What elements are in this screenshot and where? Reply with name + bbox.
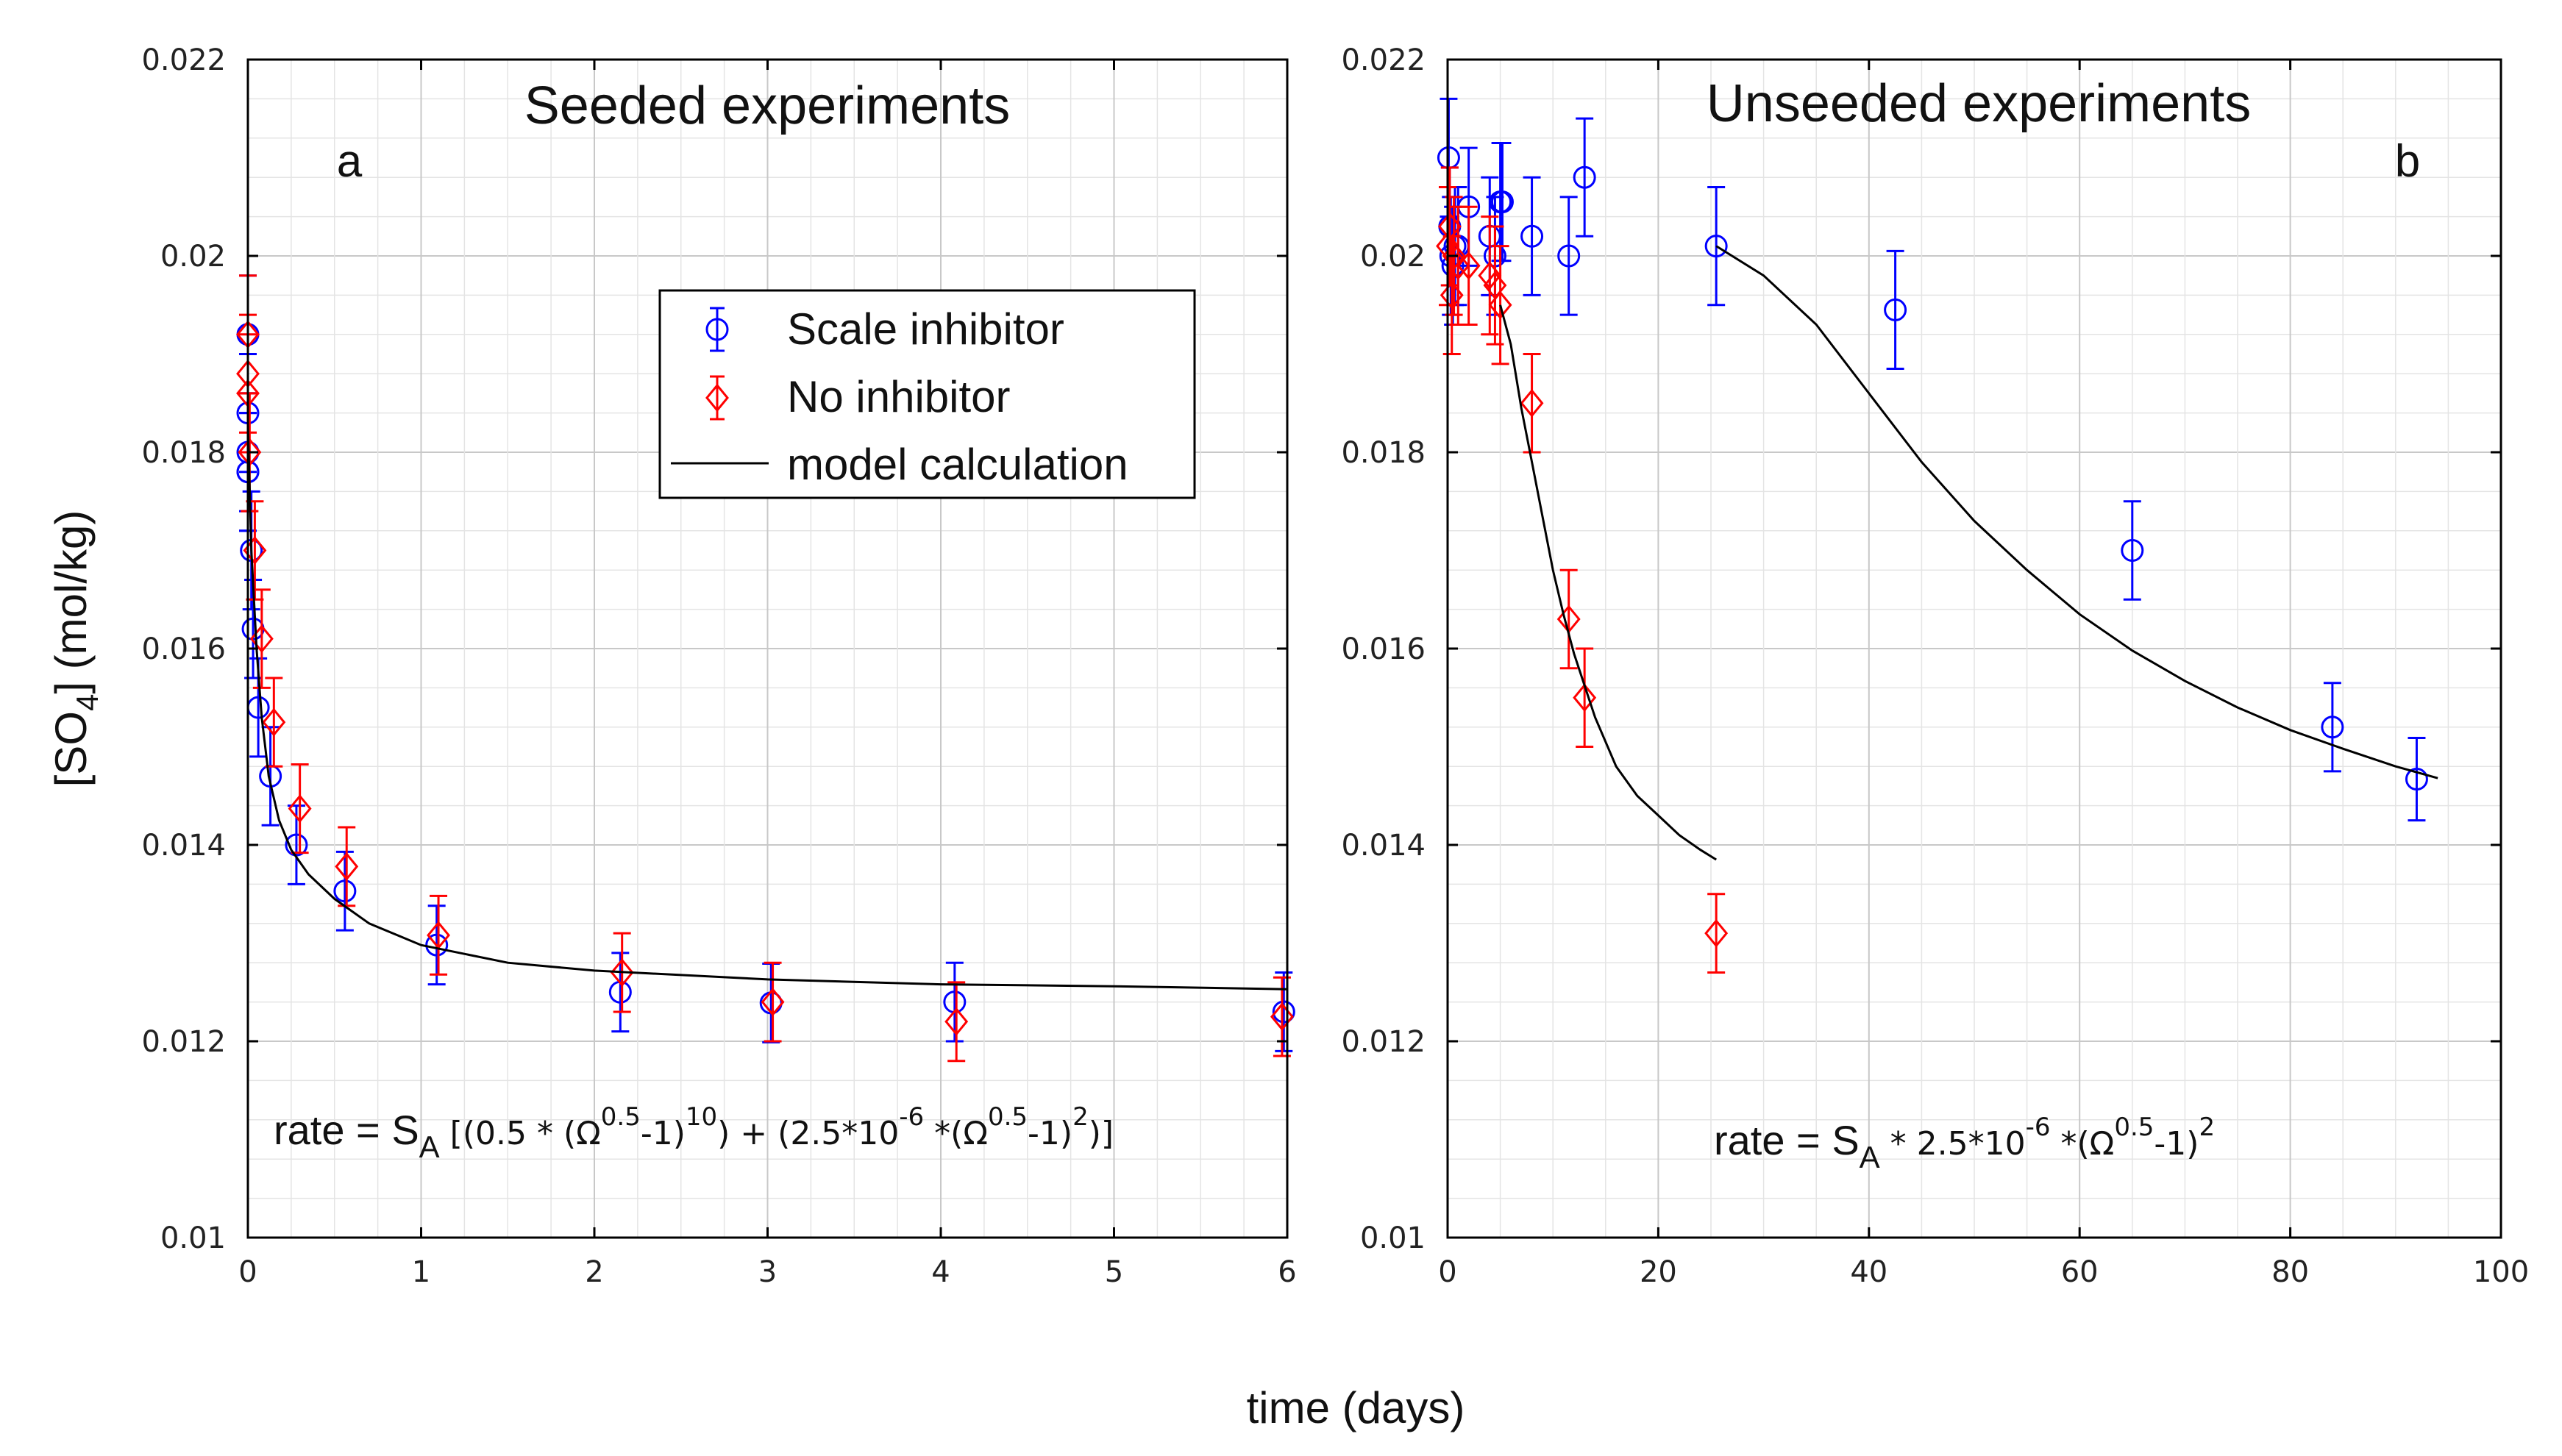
circle-marker xyxy=(285,833,308,857)
panel-b-label: b xyxy=(2395,136,2420,187)
circle-marker xyxy=(1704,235,1728,258)
panel-b-title: Unseeded experiments xyxy=(1707,74,2251,133)
panel-a-rate-formula: rate = SA [(0.5 * (Ω0.5-1)10) + (2.5*10-… xyxy=(274,1102,1114,1164)
diamond-marker xyxy=(944,1007,969,1036)
legend-diamond-marker xyxy=(705,383,729,413)
model-calculation-line xyxy=(1715,245,2438,779)
scale-inhibitor-point xyxy=(608,952,632,1033)
no-inhibitor-point xyxy=(944,981,969,1063)
model-calculation-line xyxy=(1499,304,1717,861)
panel-a-seeded: 0 1 2 3 4 5 6 0.01 0.012 0.014 0.016 0.018 0.02 0.02… xyxy=(141,43,1296,1289)
y-tick-label: 0.022 xyxy=(1341,43,1426,77)
y-tick-label: 0.012 xyxy=(141,1025,226,1059)
x-tick-label: 6 xyxy=(1278,1255,1296,1289)
circle-marker xyxy=(1557,244,1581,268)
diamond-marker xyxy=(1488,290,1512,320)
legend: Scale inhibitor No inhibitor model calcu… xyxy=(658,289,1196,499)
scale-inhibitor-point xyxy=(1490,141,1514,263)
legend-item-no-inhibitor: No inhibitor xyxy=(705,372,1011,421)
scale-inhibitor-point xyxy=(333,850,357,932)
diamond-marker xyxy=(288,794,312,823)
x-tick-label: 2 xyxy=(585,1255,603,1289)
no-inhibitor-point xyxy=(1520,353,1544,454)
y-tick-label: 0.01 xyxy=(1360,1221,1426,1255)
legend-item-scale-inhibitor: Scale inhibitor xyxy=(705,304,1064,354)
no-inhibitor-point xyxy=(1573,647,1597,748)
circle-marker xyxy=(2321,715,2344,739)
y-tick-label: 0.02 xyxy=(160,240,226,274)
x-tick-label: 20 xyxy=(1640,1255,1677,1289)
scale-inhibitor-point xyxy=(1704,186,1728,307)
circle-marker xyxy=(1884,298,1907,321)
no-inhibitor-point xyxy=(1478,215,1502,336)
panel-b-rate-formula: rate = SA * 2.5*10-6 *(Ω0.5-1)2 xyxy=(1714,1113,2215,1174)
scale-inhibitor-point xyxy=(1884,249,1907,371)
x-tick-label: 0 xyxy=(238,1255,257,1289)
x-axis-label: time (days) xyxy=(1247,1383,1465,1432)
no-inhibitor-point xyxy=(1456,205,1481,326)
x-tick-label: 0 xyxy=(1438,1255,1456,1289)
panel-a-title: Seeded experiments xyxy=(524,76,1010,135)
diamond-marker xyxy=(1704,918,1729,948)
diamond-marker xyxy=(610,958,634,987)
y-tick-label: 0.018 xyxy=(1341,436,1426,470)
y-tick-label: 0.022 xyxy=(141,43,226,77)
panel-b-unseeded: 0 20 40 60 80 100 0.01 0.012 0.014 0.016 0.018 0.0… xyxy=(1341,43,2529,1289)
diamond-marker xyxy=(1573,683,1597,713)
circle-marker xyxy=(2405,768,2428,791)
no-inhibitor-point xyxy=(1704,893,1729,974)
x-tick-label: 4 xyxy=(931,1255,950,1289)
diamond-marker xyxy=(262,707,286,737)
scale-inhibitor-point xyxy=(1557,196,1581,316)
panel-a-label: a xyxy=(337,136,363,187)
diamond-marker xyxy=(761,988,785,1016)
x-tick-label: 60 xyxy=(2061,1255,2099,1289)
x-tick-label: 80 xyxy=(2271,1255,2309,1289)
scale-inhibitor-point xyxy=(2405,736,2428,822)
circle-marker xyxy=(1272,1000,1295,1024)
diamond-marker xyxy=(1437,212,1462,241)
diamond-marker xyxy=(1520,388,1544,418)
legend-label-no-inhibitor: No inhibitor xyxy=(787,372,1011,421)
y-axis-label: [SO4] (mol/kg) xyxy=(46,510,104,788)
x-tick-label: 40 xyxy=(1850,1255,1887,1289)
y-tick-label: 0.014 xyxy=(141,829,226,863)
diamond-marker xyxy=(1478,261,1502,290)
diamond-marker xyxy=(1270,1002,1294,1031)
legend-circle-marker xyxy=(705,318,729,341)
circle-marker xyxy=(2121,539,2144,562)
circle-marker xyxy=(1573,165,1596,189)
y-tick-label: 0.012 xyxy=(1341,1025,1426,1059)
legend-label-scale-inhibitor: Scale inhibitor xyxy=(787,304,1064,354)
diamond-marker xyxy=(1446,251,1470,280)
circle-marker xyxy=(1490,190,1514,214)
no-inhibitor-point xyxy=(335,826,359,907)
y-tick-label: 0.02 xyxy=(1360,240,1426,274)
diamond-marker xyxy=(335,852,359,881)
y-tick-label: 0.016 xyxy=(1341,632,1426,666)
y-tick-label: 0.016 xyxy=(141,632,226,666)
diamond-marker xyxy=(1456,251,1481,280)
no-inhibitor-point xyxy=(1437,166,1462,287)
y-tick-label: 0.018 xyxy=(141,436,226,470)
scale-inhibitor-point xyxy=(285,804,308,885)
y-tick-label: 0.014 xyxy=(1341,829,1426,863)
model-calculation-line xyxy=(246,422,1288,991)
scale-inhibitor-point xyxy=(1520,176,1544,296)
x-tick-label: 1 xyxy=(412,1255,430,1289)
scale-inhibitor-point xyxy=(2321,682,2344,773)
no-inhibitor-point xyxy=(761,961,785,1043)
legend-item-model-calculation: model calculation xyxy=(671,440,1128,489)
y-tick-label: 0.01 xyxy=(160,1221,226,1255)
x-tick-label: 100 xyxy=(2473,1255,2529,1289)
circle-marker xyxy=(333,879,357,903)
scale-inhibitor-point xyxy=(2121,500,2144,601)
legend-label-model-calculation: model calculation xyxy=(787,440,1128,489)
x-tick-label: 3 xyxy=(758,1255,777,1289)
x-tick-label: 5 xyxy=(1105,1255,1123,1289)
circle-marker xyxy=(1520,224,1544,248)
scale-inhibitor-point xyxy=(1573,117,1596,238)
scale-inhibitor-point xyxy=(1272,971,1295,1052)
